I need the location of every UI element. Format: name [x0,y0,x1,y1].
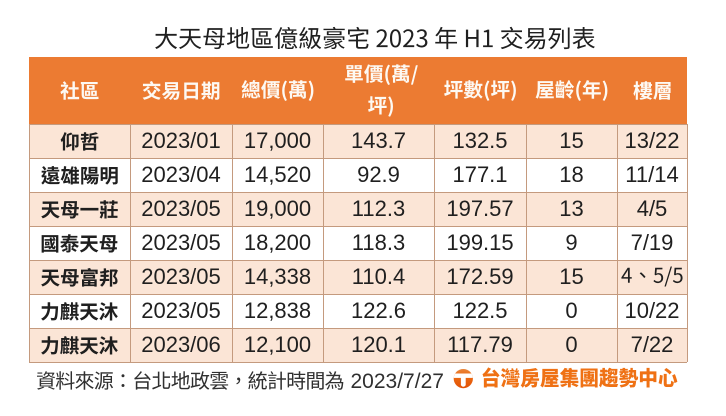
svg-text:92.9: 92.9 [357,162,400,187]
svg-text:19,000: 19,000 [244,196,311,221]
svg-text:11/14: 11/14 [625,162,678,187]
svg-text:118.3: 118.3 [352,230,405,255]
svg-text:117.79: 117.79 [447,332,513,357]
svg-text:2023/06: 2023/06 [141,332,221,357]
svg-text:18: 18 [559,162,583,187]
svg-text:12,838: 12,838 [244,298,311,323]
svg-text:4/5: 4/5 [637,196,668,221]
svg-text:2023/01: 2023/01 [141,128,221,153]
svg-text:13: 13 [559,196,583,221]
svg-text:12,100: 12,100 [244,332,311,357]
svg-text:143.7: 143.7 [351,128,406,153]
svg-text:2023/05: 2023/05 [141,230,221,255]
svg-text:2023/05: 2023/05 [141,298,221,323]
svg-text:122.5: 122.5 [452,298,507,323]
svg-text:18,200: 18,200 [244,230,311,255]
svg-text:2023/7/27: 2023/7/27 [351,370,444,393]
svg-text:7/22: 7/22 [631,332,674,357]
svg-text:13/22: 13/22 [624,128,679,153]
svg-text:14,520: 14,520 [244,162,311,187]
svg-text:2023/05: 2023/05 [141,196,221,221]
svg-text:2023/04: 2023/04 [141,162,221,187]
svg-text:122.6: 122.6 [351,298,406,323]
svg-text:132.5: 132.5 [452,128,507,153]
svg-text:15: 15 [559,128,583,153]
svg-text:7/19: 7/19 [631,230,674,255]
svg-text:17,000: 17,000 [244,128,311,153]
svg-text:177.1: 177.1 [452,162,507,187]
svg-text:15: 15 [559,264,583,289]
svg-text:110.4: 110.4 [352,264,405,289]
svg-text:120.1: 120.1 [351,332,406,357]
svg-text:0: 0 [565,298,577,323]
svg-text:197.57: 197.57 [446,196,513,221]
svg-text:172.59: 172.59 [446,264,513,289]
svg-text:0: 0 [565,332,577,357]
svg-text:199.15: 199.15 [446,230,513,255]
svg-text:10/22: 10/22 [624,298,679,323]
svg-text:112.3: 112.3 [352,196,405,221]
svg-text:2023/05: 2023/05 [141,264,221,289]
svg-text:9: 9 [565,230,577,255]
svg-text:14,338: 14,338 [244,264,311,289]
